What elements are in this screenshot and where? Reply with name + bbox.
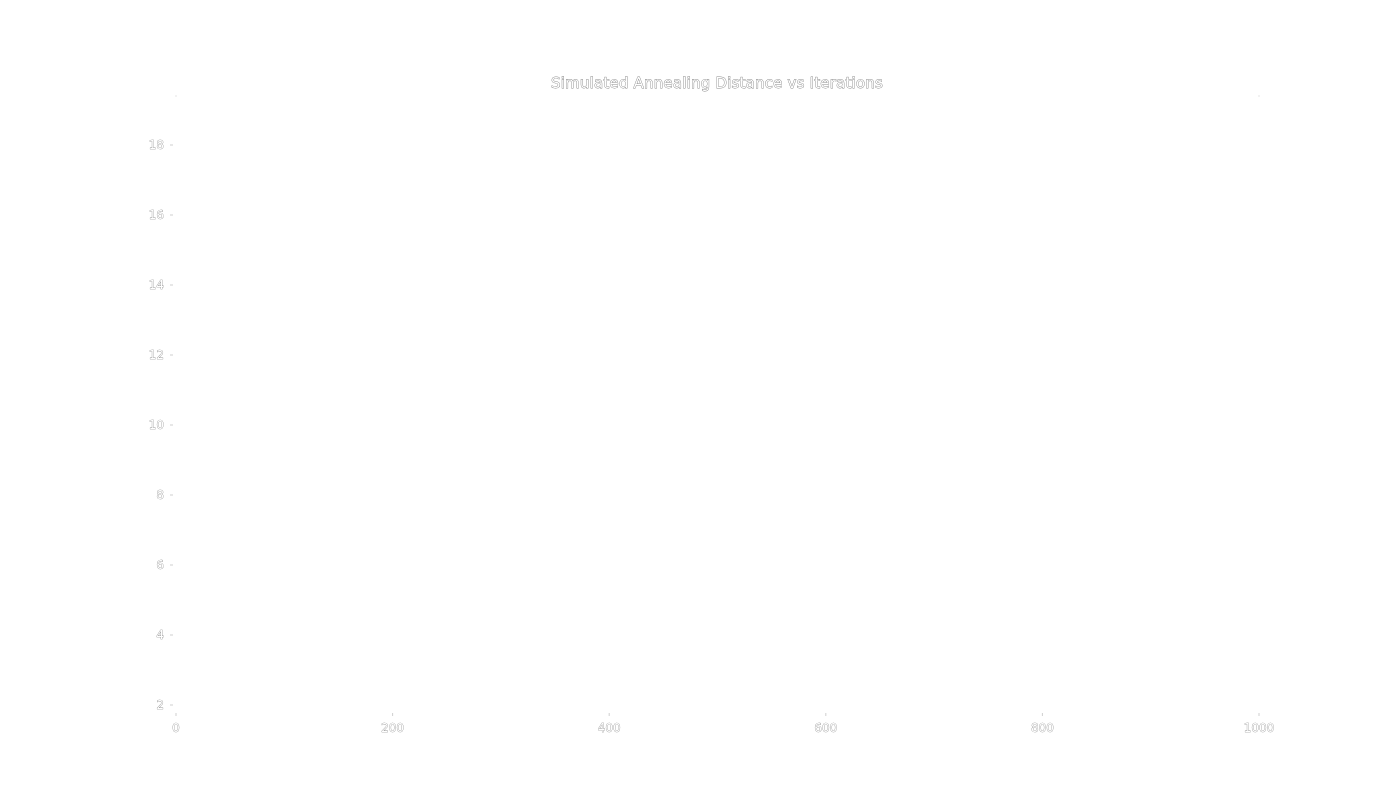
y-tick-label: 16 [149, 208, 164, 222]
x-tick-label: 200 [381, 721, 404, 735]
chart-title: Simulated Annealing Distance vs Iteratio… [551, 74, 883, 92]
y-tick-label: 14 [149, 278, 164, 292]
y-axis: 2 4 6 8 10 12 14 16 18 [148, 138, 173, 712]
y-tick-label: 2 [156, 698, 164, 712]
x-tick-label: 1000 [1244, 721, 1275, 735]
y-tick-label: 18 [149, 138, 164, 152]
x-tick-label: 400 [598, 721, 621, 735]
x-tick-label: 800 [1031, 721, 1054, 735]
y-tick-label: 10 [149, 418, 164, 432]
y-tick-label: 4 [156, 628, 164, 642]
y-tick-label: 8 [156, 488, 164, 502]
x-axis: 0 200 400 600 800 1000 [172, 713, 1275, 735]
x-tick-label: 600 [814, 721, 837, 735]
x-tick-label: 0 [172, 721, 180, 735]
y-tick-label: 6 [156, 558, 164, 572]
y-tick-label: 12 [149, 348, 164, 362]
